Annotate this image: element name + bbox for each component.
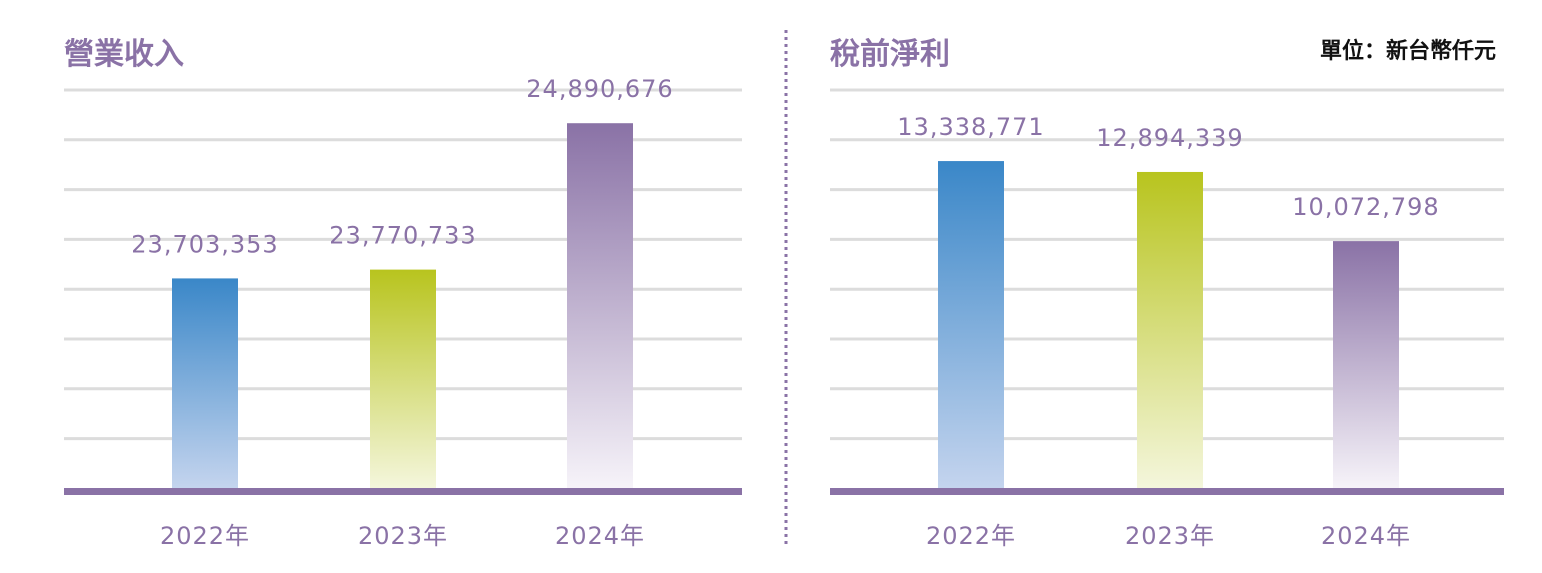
revenue-value-labels: 23,703,353 23,770,733 24,890,676	[131, 75, 673, 258]
pretax-income-x-tick-2: 2024年	[1321, 522, 1411, 550]
pretax-income-chart-title: 稅前淨利	[830, 37, 950, 72]
pretax-income-x-tick-0: 2022年	[926, 522, 1016, 550]
unit-label: 單位：新台幣仟元	[1320, 38, 1496, 64]
revenue-x-tick-1: 2023年	[358, 522, 448, 550]
revenue-bars	[172, 123, 633, 488]
pretax-income-value-label-0: 13,338,771	[897, 113, 1044, 141]
revenue-baseline	[64, 488, 742, 495]
pretax-income-value-labels: 13,338,771 12,894,339 10,072,798	[897, 113, 1439, 221]
pretax-income-bars	[938, 161, 1399, 488]
revenue-value-label-0: 23,703,353	[131, 230, 278, 258]
revenue-value-label-1: 23,770,733	[329, 222, 476, 250]
revenue-x-tick-2: 2024年	[555, 522, 645, 550]
revenue-bar-2	[567, 123, 633, 488]
pretax-income-value-label-1: 12,894,339	[1096, 124, 1243, 152]
revenue-x-ticks: 2022年 2023年 2024年	[160, 522, 645, 550]
pretax-income-chart: 稅前淨利 單位：新台幣仟元 13,338,771 12,894,339 10,072…	[830, 37, 1504, 550]
pretax-income-x-ticks: 2022年 2023年 2024年	[926, 522, 1411, 550]
pretax-income-baseline	[830, 488, 1504, 495]
revenue-value-label-2: 24,890,676	[526, 75, 673, 103]
revenue-chart: 營業收入 23,703,353 23,770,733 24,890,676 2022…	[64, 37, 742, 550]
revenue-bar-0	[172, 278, 238, 488]
pretax-income-bar-0	[938, 161, 1004, 488]
revenue-bar-1	[370, 269, 436, 488]
pretax-income-x-tick-1: 2023年	[1125, 522, 1215, 550]
pretax-income-bar-2	[1333, 241, 1399, 488]
revenue-x-tick-0: 2022年	[160, 522, 250, 550]
revenue-chart-title: 營業收入	[64, 37, 184, 72]
pretax-income-bar-1	[1137, 171, 1203, 488]
pretax-income-value-label-2: 10,072,798	[1292, 193, 1439, 221]
